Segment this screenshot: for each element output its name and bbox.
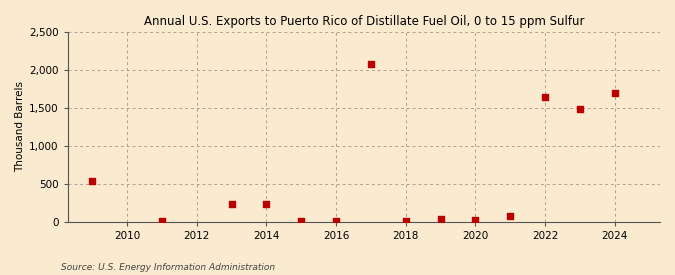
Point bbox=[435, 216, 446, 221]
Text: Source: U.S. Energy Information Administration: Source: U.S. Energy Information Administ… bbox=[61, 263, 275, 272]
Point bbox=[365, 62, 376, 66]
Point bbox=[539, 95, 550, 100]
Point bbox=[331, 219, 342, 223]
Point bbox=[505, 213, 516, 218]
Point bbox=[261, 202, 272, 207]
Point bbox=[574, 107, 585, 112]
Point bbox=[296, 219, 306, 223]
Point bbox=[157, 219, 167, 223]
Point bbox=[470, 218, 481, 222]
Point bbox=[226, 202, 237, 207]
Point bbox=[87, 178, 98, 183]
Point bbox=[610, 90, 620, 95]
Point bbox=[400, 219, 411, 223]
Title: Annual U.S. Exports to Puerto Rico of Distillate Fuel Oil, 0 to 15 ppm Sulfur: Annual U.S. Exports to Puerto Rico of Di… bbox=[144, 15, 584, 28]
Y-axis label: Thousand Barrels: Thousand Barrels bbox=[15, 81, 25, 172]
